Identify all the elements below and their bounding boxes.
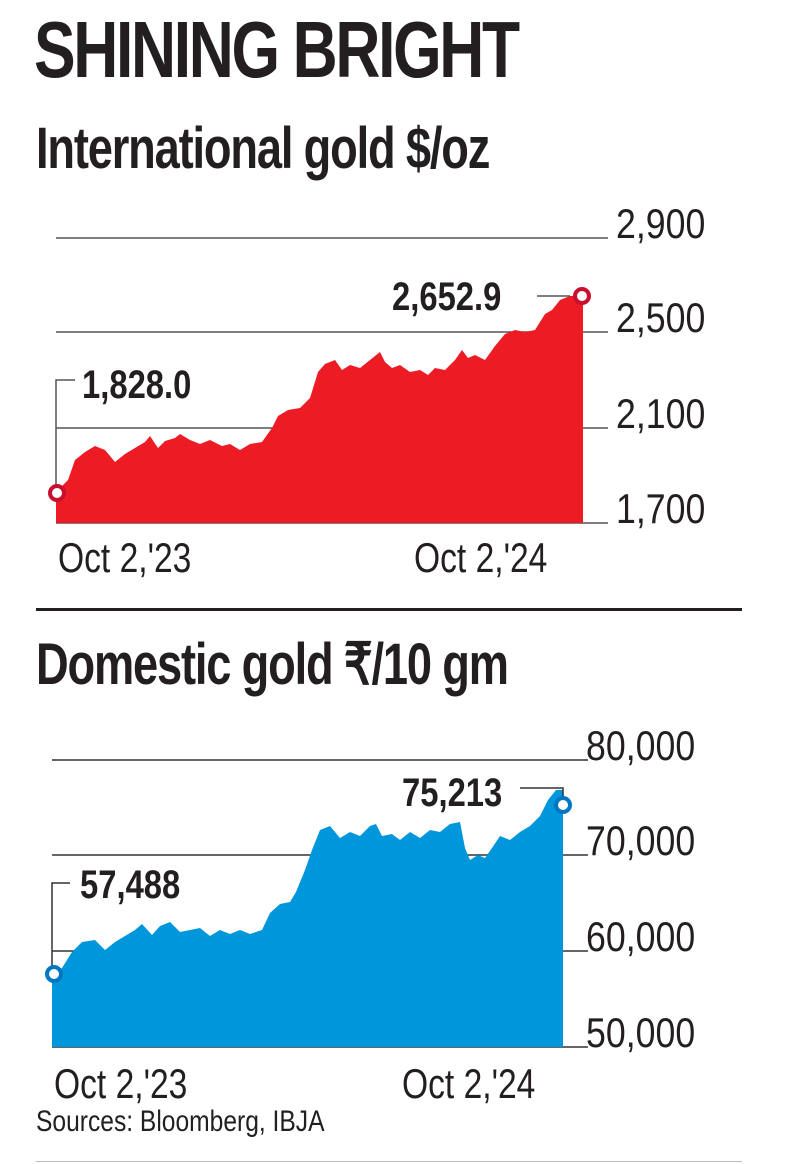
y-tick-60000: 60,000: [586, 914, 695, 960]
y-axis-labels: 80,000 70,000 60,000 50,000: [586, 723, 695, 1056]
y-tick-50000: 50,000: [586, 1010, 695, 1056]
y-axis-labels: 2,900 2,500 2,100 1,700: [616, 201, 705, 532]
y-tick-70000: 70,000: [586, 818, 695, 864]
x-axis-labels: Oct 2,'23 Oct 2,'24: [58, 536, 547, 582]
end-marker: [573, 287, 591, 305]
end-marker: [554, 796, 572, 814]
leader-lines: [55, 295, 570, 493]
y-tick-2100: 2,100: [616, 391, 705, 437]
chart-title-international: International gold $/oz: [36, 116, 490, 181]
domestic-area: [52, 790, 563, 1047]
x-tick-start: Oct 2,'23: [58, 536, 191, 582]
x-axis-labels: Oct 2,'23 Oct 2,'24: [54, 1062, 535, 1105]
source-note: Sources: Bloomberg, IBJA: [36, 1105, 325, 1138]
y-tick-1700: 1,700: [616, 486, 705, 532]
start-value-label: 1,828.0: [82, 362, 191, 407]
leader-lines: [51, 787, 564, 975]
start-value-label: 57,488: [80, 862, 180, 907]
international-gold-chart: 1,828.0 2,652.9 2,900 2,500 2,100 1,700 …: [48, 201, 705, 582]
start-marker: [48, 484, 66, 502]
chart-title-domestic: Domestic gold ₹/10 gm: [36, 632, 509, 697]
x-tick-start: Oct 2,'23: [54, 1062, 187, 1105]
end-value-label: 75,213: [402, 770, 502, 815]
section-divider: [36, 608, 742, 611]
start-marker: [45, 965, 63, 983]
x-tick-end: Oct 2,'24: [414, 536, 547, 582]
y-tick-2900: 2,900: [616, 201, 705, 247]
y-tick-2500: 2,500: [616, 295, 705, 341]
y-tick-80000: 80,000: [586, 723, 695, 769]
page-title: SHINING BRIGHT: [34, 5, 520, 94]
international-area: [56, 296, 583, 523]
domestic-gold-chart: 57,488 75,213 80,000 70,000 60,000 50,00…: [45, 723, 695, 1105]
x-tick-end: Oct 2,'24: [402, 1062, 535, 1105]
bottom-rule: [36, 1161, 742, 1162]
end-value-label: 2,652.9: [392, 274, 501, 319]
